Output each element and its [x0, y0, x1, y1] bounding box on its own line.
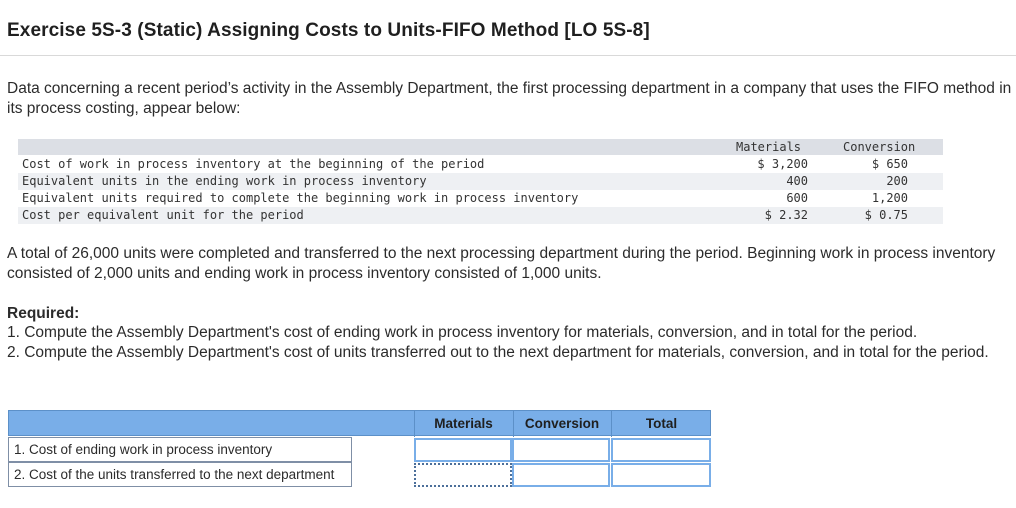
intro-paragraph: Data concerning a recent period’s activi…	[7, 80, 1012, 117]
given-row-label: Cost of work in process inventory at the…	[22, 157, 485, 171]
given-conversion-value: $ 0.75	[864, 208, 908, 222]
title-divider	[0, 55, 1016, 56]
answer-row-transferred: 2. Cost of the units transferred to the …	[8, 462, 711, 487]
header-divider	[414, 411, 415, 437]
given-conversion-value: 200	[886, 174, 908, 188]
header-divider	[513, 411, 514, 437]
given-header-conversion: Conversion	[843, 140, 916, 154]
answer-header-conversion: Conversion	[524, 416, 600, 431]
given-data-table: Materials Conversion Cost of work in pro…	[18, 139, 943, 224]
given-row-label: Equivalent units required to complete th…	[22, 191, 579, 205]
given-row: Equivalent units in the ending work in p…	[18, 173, 943, 190]
given-materials-value: $ 2.32	[764, 208, 808, 222]
given-materials-value: 600	[786, 191, 808, 205]
answer-header-row: Materials Conversion Total	[8, 410, 711, 437]
given-row: Cost of work in process inventory at the…	[18, 156, 943, 173]
answer-row-label: 1. Cost of ending work in process invent…	[8, 437, 352, 462]
given-materials-value: 400	[786, 174, 808, 188]
transferred-conversion-input[interactable]	[512, 463, 610, 487]
ending-wip-total-input[interactable]	[611, 438, 711, 462]
given-row-label: Equivalent units in the ending work in p…	[22, 174, 427, 188]
given-conversion-value: 1,200	[871, 191, 908, 205]
given-conversion-value: $ 650	[871, 157, 908, 171]
given-row: Cost per equivalent unit for the period …	[18, 207, 943, 224]
answer-row-label: 2. Cost of the units transferred to the …	[8, 462, 352, 487]
answer-row-ending-wip: 1. Cost of ending work in process invent…	[8, 437, 711, 462]
answer-header-materials: Materials	[434, 416, 493, 431]
given-header-materials: Materials	[736, 140, 802, 154]
ending-wip-materials-input[interactable]	[414, 438, 512, 462]
answer-table: Materials Conversion Total 1. Cost of en…	[8, 410, 711, 487]
units-paragraph: A total of 26,000 units were completed a…	[7, 245, 996, 282]
ending-wip-conversion-input[interactable]	[512, 438, 610, 462]
header-divider	[611, 411, 612, 437]
required-heading: Required:	[7, 305, 80, 322]
exercise-title: Exercise 5S-3 (Static) Assigning Costs t…	[7, 20, 650, 41]
requirement-2: 2. Compute the Assembly Department's cos…	[7, 344, 989, 361]
answer-header-total: Total	[645, 416, 678, 431]
given-materials-value: $ 3,200	[757, 157, 808, 171]
transferred-materials-input[interactable]	[414, 463, 512, 487]
given-row: Equivalent units required to complete th…	[18, 190, 943, 207]
given-header-band: Materials Conversion	[18, 139, 943, 155]
transferred-total-input[interactable]	[611, 463, 711, 487]
given-row-label: Cost per equivalent unit for the period	[22, 208, 304, 222]
requirement-1: 1. Compute the Assembly Department's cos…	[7, 324, 918, 341]
